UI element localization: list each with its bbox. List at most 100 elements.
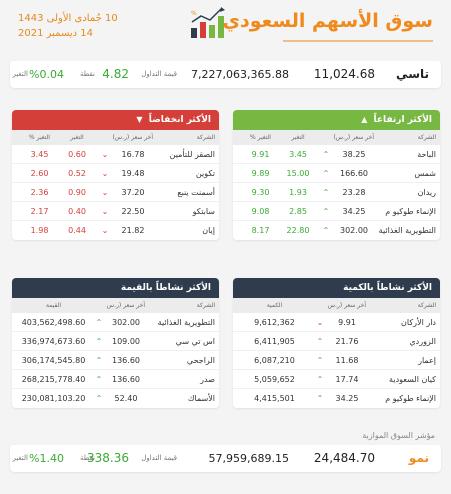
table-row[interactable]: تكوين 19.48 ⌄ 0.52 2.60 xyxy=(12,164,219,183)
header-price: آخر سعر (ر.س) xyxy=(113,134,153,141)
change-value: 0.60 xyxy=(68,150,86,159)
arrow-down-icon: ⌄ xyxy=(101,169,109,178)
table-row[interactable]: الإنماء طوكيو م 34.25 ⌃ 4,415,501 xyxy=(233,389,440,408)
change-value: 3.45 xyxy=(289,150,307,159)
change-value: 1.93 xyxy=(289,188,307,197)
traded-quantity: 4,415,501 xyxy=(254,394,295,403)
last-price: 302.00 xyxy=(112,318,140,327)
last-price: 38.25 xyxy=(342,150,366,159)
header-price: آخر سعر (ر.س) xyxy=(107,302,145,309)
change-percent: 2.36 xyxy=(30,188,49,197)
last-price: 22.50 xyxy=(121,207,145,216)
table-row[interactable]: شمس 166.60 ⌃ 15.00 9.89 xyxy=(233,164,440,183)
company-name: ريدان xyxy=(417,188,436,197)
change-value: 15.00 xyxy=(286,169,310,178)
change-percent: 9.30 xyxy=(251,188,270,197)
traded-quantity: 5,059,652 xyxy=(254,375,295,384)
gregorian-date: 14 ديسمبر 2021 xyxy=(18,28,94,39)
last-price: 109.00 xyxy=(112,337,140,346)
last-price: 136.60 xyxy=(112,375,140,384)
header-company: الشركة xyxy=(417,134,436,141)
turnover-value: 7,227,063,365.88 xyxy=(191,68,289,81)
change-percent: 9.91 xyxy=(251,150,270,159)
change-value: %1.40 xyxy=(29,452,64,465)
last-price: 17.74 xyxy=(335,375,359,384)
company-name: صدر xyxy=(200,375,215,384)
change-percent: 1.98 xyxy=(30,226,49,235)
change-percent: 9.08 xyxy=(251,207,270,216)
traded-value: 230,081,103.20 xyxy=(21,394,86,403)
index-name: نمو xyxy=(408,451,429,465)
company-name: الزوردي xyxy=(409,337,436,346)
table-row[interactable]: دار الأركان 9.91 ⌄ 9,612,362 xyxy=(233,313,440,332)
change-value: 0.44 xyxy=(68,226,86,235)
table-row[interactable]: الصقر للتأمين 16.78 ⌄ 0.60 3.45 xyxy=(12,145,219,164)
last-price: 52.40 xyxy=(114,394,138,403)
arrow-down-icon: ▼ xyxy=(136,115,143,124)
table-row[interactable]: التطويرية الغذائية 302.00 ⌃ 403,562,498.60 xyxy=(12,313,219,332)
table-row[interactable]: إيان 21.82 ⌄ 0.44 1.98 xyxy=(12,221,219,240)
table-row[interactable]: الزوردي 21.76 ⌃ 6,411,905 xyxy=(233,332,440,351)
arrow-up-icon: ⌃ xyxy=(322,150,330,159)
change-percent: 2.60 xyxy=(30,169,49,178)
arrow-up-icon: ⌃ xyxy=(95,337,103,346)
arrow-down-icon: ⌄ xyxy=(101,188,109,197)
header-price: آخر سعر (ر.س) xyxy=(334,134,374,141)
change-value: 22.80 xyxy=(286,226,310,235)
arrow-up-icon: ⌃ xyxy=(95,375,103,384)
table-row[interactable]: التطويرية الغذائية 302.00 ⌃ 22.80 8.17 xyxy=(233,221,440,240)
table-row[interactable]: صدر 136.60 ⌃ 268,215,778.40 xyxy=(12,370,219,389)
title-underline xyxy=(283,40,433,42)
svg-text:%: % xyxy=(191,10,197,17)
arrow-up-icon: ⌃ xyxy=(322,169,330,178)
arrow-up-icon: ⌃ xyxy=(95,356,103,365)
last-price: 19.48 xyxy=(121,169,145,178)
panel-header: الأكثر نشاطاً بالكمية xyxy=(233,278,440,298)
stock-chart-logo-icon: % xyxy=(191,7,225,38)
company-name: الأسماك xyxy=(187,394,215,403)
panel-title: الأكثر نشاطاً بالكمية xyxy=(343,283,432,293)
panel-title: الأكثر نشاطاً بالقيمة xyxy=(120,283,211,293)
arrow-down-icon: ⌄ xyxy=(101,207,109,216)
company-name: سابتكو xyxy=(192,207,215,216)
company-name: شمس xyxy=(414,169,436,178)
table-row[interactable]: ريدان 23.28 ⌃ 1.93 9.30 xyxy=(233,183,440,202)
table-row[interactable]: الراجحي 136.60 ⌃ 306,174,545.80 xyxy=(12,351,219,370)
arrow-up-icon: ▲ xyxy=(361,115,368,124)
turnover-value: 57,959,689.15 xyxy=(208,452,289,465)
company-name: إيان xyxy=(202,226,215,235)
company-name: التطويرية الغذائية xyxy=(157,318,215,327)
last-price: 136.60 xyxy=(112,356,140,365)
header-quantity: الكمية xyxy=(266,302,283,309)
table-header: الشركة آخر سعر (ر.س) الكمية xyxy=(233,298,440,313)
table-row[interactable]: أسمنت ينبع 37.20 ⌄ 0.90 2.36 xyxy=(12,183,219,202)
company-name: الإنماء طوكيو م xyxy=(385,394,436,403)
last-price: 37.20 xyxy=(121,188,145,197)
table-row[interactable]: الإنماء طوكيو م 34.25 ⌃ 2.85 9.08 xyxy=(233,202,440,221)
arrow-up-icon: ⌃ xyxy=(95,394,103,403)
table-row[interactable]: اس تي سي 109.00 ⌃ 336,974,673.60 xyxy=(12,332,219,351)
header-value: القيمة xyxy=(45,302,62,309)
table-row[interactable]: الأسماك 52.40 ⌃ 230,081,103.20 xyxy=(12,389,219,408)
table-row[interactable]: كيان السعودية 17.74 ⌃ 5,059,652 xyxy=(233,370,440,389)
last-price: 302.00 xyxy=(340,226,368,235)
panel-title: الأكثر ارتفاعاً xyxy=(373,115,432,125)
arrow-down-icon: ⌄ xyxy=(316,318,324,327)
company-name: إعمار xyxy=(418,356,436,365)
header-company: الشركة xyxy=(196,134,215,141)
company-name: اس تي سي xyxy=(175,337,215,346)
header-change: التغير xyxy=(291,134,305,141)
table-row[interactable]: الباحة 38.25 ⌃ 3.45 9.91 xyxy=(233,145,440,164)
table-header: الشركة آخر سعر (ر.س) القيمة xyxy=(12,298,219,313)
table-row[interactable]: سابتكو 22.50 ⌄ 0.40 2.17 xyxy=(12,202,219,221)
header-price: آخر سعر (ر.س) xyxy=(328,302,366,309)
table-row[interactable]: إعمار 11.68 ⌃ 6,087,210 xyxy=(233,351,440,370)
traded-quantity: 6,087,210 xyxy=(254,356,295,365)
traded-value: 336,974,673.60 xyxy=(21,337,86,346)
last-price: 21.76 xyxy=(335,337,359,346)
change-value: 0.52 xyxy=(68,169,86,178)
header: سوق الأسهم السعودي % 10 جُمادى الأولى 14… xyxy=(0,0,451,55)
company-name: الصقر للتأمين xyxy=(169,150,215,159)
change-value: 2.85 xyxy=(289,207,307,216)
header-change-pct: التغير % xyxy=(29,134,50,141)
